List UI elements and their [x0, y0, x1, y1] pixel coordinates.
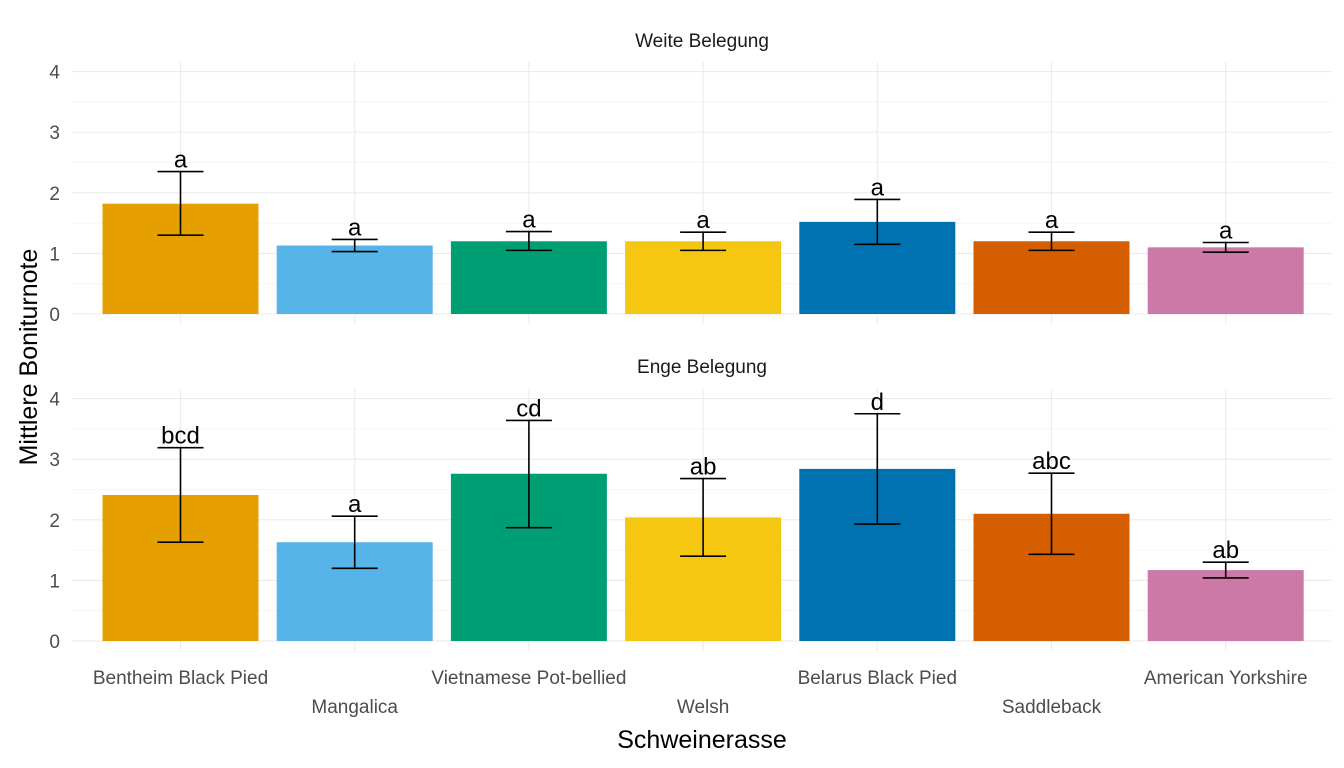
bar [276, 245, 433, 314]
significance-label: a [1219, 217, 1233, 244]
significance-label: a [348, 214, 362, 241]
x-tick-label: Vietnamese Pot-bellied [431, 668, 626, 689]
panel-title-enge: Enge Belegung [637, 357, 767, 378]
y-tick-label: 0 [49, 305, 60, 326]
y-tick-label: 0 [49, 632, 60, 653]
y-tick-label: 4 [49, 63, 60, 84]
panel-enge: Enge Belegung 0 1 2 3 4 bcd a cd ab d abc ab [49, 357, 1332, 653]
x-tick-label: Bentheim Black Pied [93, 668, 268, 689]
y-tick-label: 3 [49, 123, 60, 144]
sig-labels-weite: a a a a a a a [174, 147, 1233, 245]
significance-label: d [871, 389, 884, 416]
bars-weite [102, 203, 1304, 314]
x-tick-label: American Yorkshire [1144, 668, 1308, 689]
x-tick-label: Saddleback [1002, 697, 1102, 718]
significance-label: a [174, 147, 188, 174]
significance-label: a [522, 207, 536, 234]
panel-weite: Weite Belegung 0 1 2 3 4 a a a a a a a [49, 31, 1332, 326]
bar [1147, 247, 1304, 314]
significance-label: abc [1032, 448, 1071, 475]
bar [1147, 570, 1304, 641]
y-ticks-enge: 0 1 2 3 4 [49, 390, 60, 653]
x-tick-label: Welsh [677, 697, 729, 718]
bar [450, 241, 607, 314]
bar [625, 241, 782, 314]
x-axis-title: Schweinerasse [617, 726, 787, 754]
x-tick-label: Mangalica [311, 697, 398, 718]
significance-label: bcd [161, 423, 200, 450]
significance-label: cd [516, 395, 541, 422]
x-tick-label: Belarus Black Pied [798, 668, 957, 689]
error-bars-enge [157, 412, 1249, 579]
significance-label: a [696, 207, 710, 234]
bar [973, 241, 1130, 314]
significance-label: a [1045, 207, 1059, 234]
y-tick-label: 3 [49, 450, 60, 471]
panel-title-weite: Weite Belegung [635, 31, 769, 52]
error-bars-weite [157, 170, 1249, 253]
significance-label: ab [1212, 537, 1239, 564]
y-tick-label: 2 [49, 184, 60, 205]
bars-enge [102, 468, 1304, 641]
y-tick-label: 4 [49, 390, 60, 411]
y-axis-title: Mittlere Boniturnote [15, 249, 43, 466]
sig-labels-enge: bcd a cd ab d abc ab [161, 389, 1239, 564]
significance-label: ab [690, 454, 717, 481]
y-tick-label: 1 [49, 571, 60, 592]
y-tick-label: 1 [49, 244, 60, 265]
y-ticks-weite: 0 1 2 3 4 [49, 63, 60, 326]
significance-label: a [871, 174, 885, 201]
x-tick-labels: Bentheim Black Pied Mangalica Vietnamese P… [93, 668, 1308, 718]
significance-label: a [348, 491, 362, 518]
y-tick-label: 2 [49, 511, 60, 532]
